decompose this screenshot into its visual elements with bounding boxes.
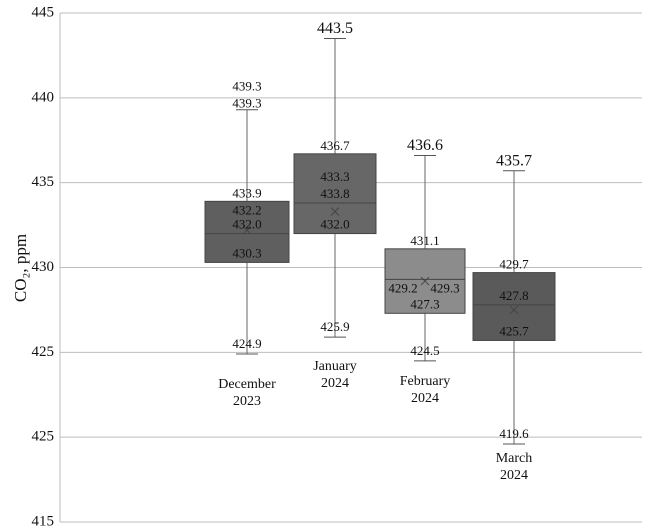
value-label: 427.3 <box>410 296 439 311</box>
value-label: 435.7 <box>496 152 532 169</box>
box <box>293 153 377 235</box>
mean-marker <box>242 225 252 235</box>
y-axis-label: CO₂, ppm <box>11 234 30 302</box>
value-label: 419.6 <box>499 426 529 441</box>
value-label: 431.1 <box>410 233 439 248</box>
value-label: 425.9 <box>320 319 349 334</box>
value-label: 429.2 <box>388 280 417 295</box>
x-tick-label-line: 2024 <box>411 391 439 406</box>
x-tick-label: January 2024 <box>313 359 357 391</box>
value-label: 430.3 <box>232 245 261 260</box>
value-label: 432.0 <box>232 217 261 232</box>
x-tick-label-line: 2024 <box>500 468 528 483</box>
mean-marker <box>330 207 340 216</box>
y-tick-label: 425 <box>32 344 55 360</box>
x-tick-label: December 2023 <box>218 377 276 409</box>
y-tick-label: 430 <box>32 259 55 275</box>
value-label: 433.9 <box>232 185 261 200</box>
value-label: 436.7 <box>320 138 350 153</box>
value-label: 436.6 <box>407 137 443 154</box>
x-tick-label: February 2024 <box>400 374 451 406</box>
value-label: 424.5 <box>410 343 439 358</box>
x-tick-label-line: 2024 <box>321 376 349 391</box>
value-label: 429.3 <box>430 280 459 295</box>
value-label: 429.7 <box>499 257 529 272</box>
value-label: 433.3 <box>320 169 349 184</box>
value-label: 425.7 <box>499 323 529 338</box>
value-label: 433.8 <box>320 186 349 201</box>
x-tick-label-line: 2023 <box>233 394 261 409</box>
value-label: 439.3 <box>232 96 261 111</box>
mean-marker <box>509 305 519 315</box>
x-tick-label-line: February <box>400 374 451 389</box>
y-tick-label: 435 <box>32 174 55 190</box>
value-label: 432.0 <box>320 217 349 232</box>
box <box>472 272 556 341</box>
value-label: 432.2 <box>232 203 261 218</box>
x-tick-label: March 2024 <box>496 451 533 483</box>
x-tick-label-line: December <box>218 377 276 392</box>
y-tick-label: 415 <box>32 513 55 529</box>
x-tick-label-line: March <box>496 451 533 466</box>
y-tick-label: 445 <box>32 4 55 20</box>
value-label: 443.5 <box>317 20 353 37</box>
mean-marker <box>420 276 430 286</box>
box <box>204 200 290 263</box>
y-tick-label: 425 <box>32 429 55 445</box>
value-label: 424.9 <box>232 336 261 351</box>
y-tick-label: 440 <box>32 89 55 105</box>
value-label: 427.8 <box>499 288 528 303</box>
x-tick-label-line: January <box>313 359 357 374</box>
value-label: 439.3 <box>232 79 261 94</box>
